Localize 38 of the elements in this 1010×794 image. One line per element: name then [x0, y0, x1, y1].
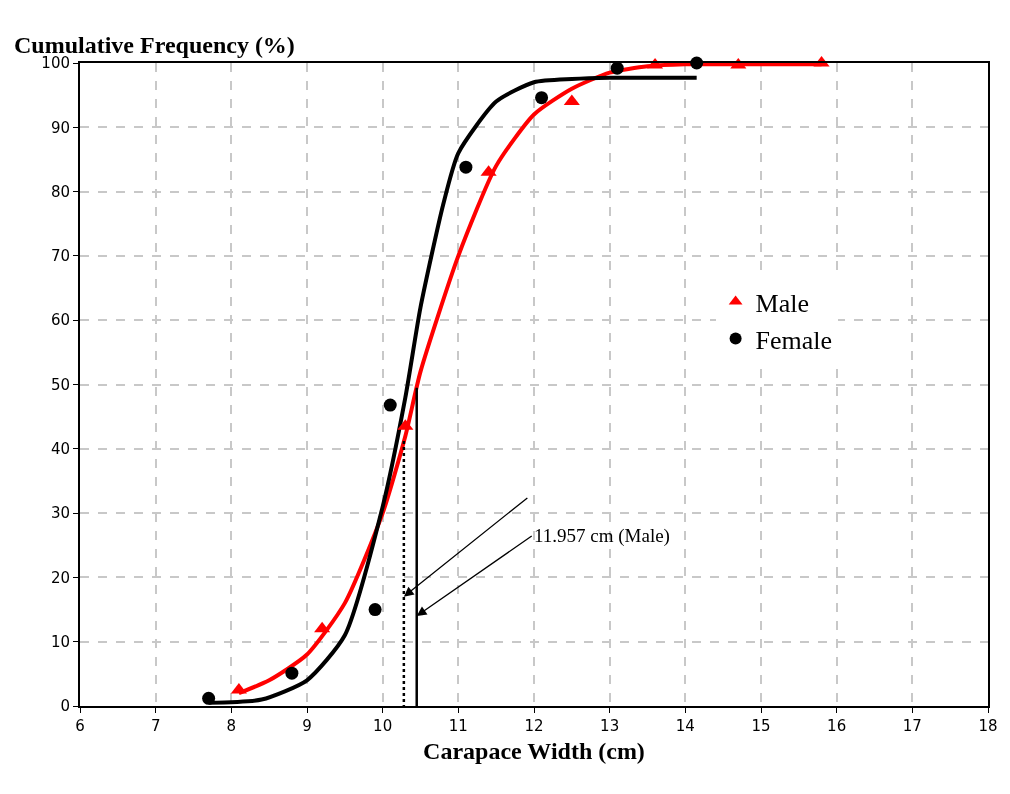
y-tick-label: 10	[50, 632, 70, 651]
y-tick-label: 60	[50, 311, 70, 330]
point	[368, 603, 382, 617]
x-tick-label: 13	[600, 717, 620, 735]
x-tick-label: 9	[302, 717, 312, 735]
point	[459, 160, 473, 174]
point	[383, 398, 397, 412]
x-tick-label: 12	[524, 717, 544, 735]
point	[563, 94, 580, 106]
y-tick-label: 0	[60, 697, 70, 716]
point	[202, 691, 216, 705]
x-tick-label: 17	[902, 717, 922, 735]
annotation: 11.957 cm (Male)	[534, 525, 670, 547]
legend-label: Male	[755, 288, 810, 318]
point	[285, 666, 299, 680]
y-tick-label: 100	[41, 54, 70, 73]
y-tick-label: 20	[50, 568, 70, 587]
x-tick-label: 7	[150, 717, 161, 735]
point	[535, 91, 549, 105]
x-tick-label: 11	[448, 717, 468, 735]
y-tick-label: 90	[50, 118, 70, 137]
y-tick-label: 70	[50, 247, 70, 266]
point	[610, 61, 624, 75]
y-tick-label: 30	[50, 504, 70, 523]
x-tick-label: 18	[978, 717, 998, 735]
x-tick-label: 14	[675, 717, 695, 735]
point	[314, 621, 331, 633]
x-tick-label: 6	[75, 717, 85, 735]
x-tick-label: 10	[373, 717, 393, 735]
y-tick-label: 40	[50, 440, 70, 459]
y-tick-label: 50	[50, 375, 70, 394]
x-tick-label: 15	[751, 717, 771, 735]
x-tick-label: 8	[226, 717, 237, 735]
y-tick-label: 80	[50, 182, 70, 201]
point	[230, 682, 247, 694]
x-tick-label: 16	[827, 717, 847, 735]
x-axis-title: Carapace Width (cm)	[423, 737, 645, 764]
legend-label: Female	[755, 325, 833, 355]
